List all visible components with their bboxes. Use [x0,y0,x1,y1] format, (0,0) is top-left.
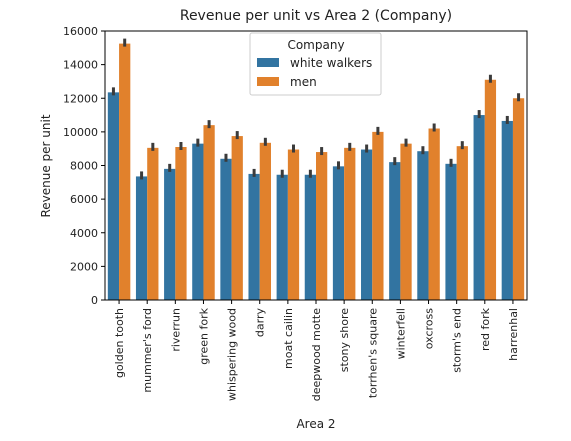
y-tick-label: 6000 [70,193,98,206]
x-tick-label-darry: darry [254,308,267,338]
bar-white-walkers-oxcross [417,151,428,300]
x-tick-label-riverrun: riverrun [169,308,182,352]
y-tick-label: 12000 [63,92,98,105]
bar-men-oxcross [429,129,440,300]
y-tick-label: 0 [91,294,98,307]
x-tick-label-whispering-wood: whispering wood [226,308,239,401]
bar-white-walkers-winterfell [389,162,400,300]
bar-white-walkers-harrenhal [502,121,513,300]
bar-white-walkers-mummer-s-ford [136,176,147,300]
bar-men-winterfell [400,144,411,300]
bar-white-walkers-green-fork [192,144,203,300]
bar-men-storm-s-end [457,146,468,300]
x-tick-label-storm-s-end: storm's end [451,308,464,373]
x-tick-label-oxcross: oxcross [423,308,436,349]
legend-label-men: men [290,75,317,89]
y-tick-label: 4000 [70,227,98,240]
bar-white-walkers-stony-shore [333,166,344,300]
bar-white-walkers-deepwood-motte [305,175,316,300]
y-tick-label: 10000 [63,126,98,139]
bar-white-walkers-riverrun [164,169,175,300]
y-tick-label: 8000 [70,160,98,173]
chart-title: Revenue per unit vs Area 2 (Company) [180,8,452,24]
x-tick-label-winterfell: winterfell [394,308,407,359]
bar-men-whispering-wood [232,136,243,300]
y-tick-label: 14000 [63,59,98,72]
legend-swatch-white-walkers [257,58,279,67]
legend-swatch-men [257,77,279,86]
bar-white-walkers-red-fork [474,115,485,300]
bar-men-darry [260,143,271,300]
bar-men-golden-tooth [119,44,130,300]
bar-men-green-fork [203,125,214,300]
x-tick-label-torrhen-s-square: torrhen's square [366,308,379,398]
legend-label-white-walkers: white walkers [290,56,372,70]
x-tick-label-mummer-s-ford: mummer's ford [141,308,154,393]
bar-men-mummer-s-ford [147,148,158,300]
x-tick-label-stony-shore: stony shore [338,308,351,372]
bar-men-harrenhal [513,98,524,300]
x-tick-label-green-fork: green fork [197,307,210,364]
x-tick-label-red-fork: red fork [479,307,492,351]
bar-men-stony-shore [344,148,355,300]
bar-men-red-fork [485,80,496,300]
legend-title: Company [287,38,344,52]
bar-white-walkers-moat-cailin [277,175,288,300]
bar-men-torrhen-s-square [372,132,383,300]
legend: Company white walkers men [250,33,381,95]
bar-white-walkers-darry [248,174,259,300]
x-axis-label: Area 2 [296,417,335,431]
x-tick-label-harrenhal: harrenhal [507,308,520,361]
bar-men-riverrun [175,147,186,300]
y-tick-label: 2000 [70,260,98,273]
bar-white-walkers-golden-tooth [108,92,119,300]
y-tick-label: 16000 [63,25,98,38]
y-axis-label: Revenue per unit [39,114,53,217]
bar-white-walkers-whispering-wood [220,159,231,300]
bar-white-walkers-torrhen-s-square [361,150,372,300]
bar-men-deepwood-motte [316,152,327,300]
bar-men-moat-cailin [288,150,299,300]
bar-white-walkers-storm-s-end [445,164,456,300]
x-tick-label-deepwood-motte: deepwood motte [310,308,323,402]
x-tick-label-moat-cailin: moat cailin [282,308,295,369]
x-tick-label-golden-tooth: golden tooth [113,308,126,378]
